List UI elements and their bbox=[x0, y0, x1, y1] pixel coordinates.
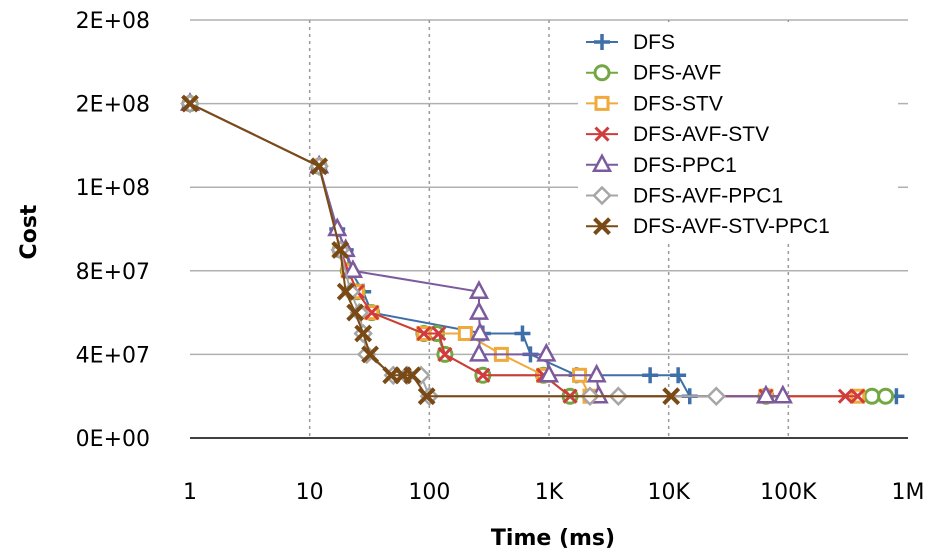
data-point bbox=[431, 325, 447, 342]
data-point bbox=[468, 280, 490, 299]
legend-label: DFS-AVF-STV bbox=[633, 123, 769, 146]
data-point bbox=[457, 326, 473, 341]
y-axis-title: Cost bbox=[17, 204, 42, 259]
data-point bbox=[364, 305, 380, 321]
y-tick-label: 2E+08 bbox=[76, 9, 150, 34]
data-point bbox=[342, 259, 364, 279]
legend-marker bbox=[593, 217, 611, 236]
x-tick-label: 1M bbox=[892, 480, 925, 505]
data-point bbox=[181, 94, 199, 113]
legend-item: DFS-AVF-PPC1 bbox=[586, 185, 783, 208]
legend-item: DFS-AVF bbox=[586, 62, 721, 85]
data-point bbox=[706, 386, 727, 406]
data-point bbox=[850, 388, 866, 404]
data-point bbox=[837, 388, 853, 404]
x-tick-label: 100 bbox=[408, 480, 450, 505]
data-point bbox=[469, 321, 491, 341]
legend-marker bbox=[593, 64, 611, 82]
legend-marker bbox=[592, 185, 612, 206]
axes: 0E+00 4E+07 8E+07 1E+08 2E+08 2E+08 1 10 100 1K 10… bbox=[76, 9, 925, 505]
legend-label: DFS-AVF bbox=[633, 62, 721, 85]
legend-item: DFS-AVF-STV-PPC1 bbox=[586, 215, 830, 238]
data-point bbox=[670, 367, 687, 384]
x-tick-label: 1 bbox=[183, 480, 197, 505]
legend: DFS DFS-AVF DFS-STV DFS-AVF-STV DFS-PPC1 DFS-… bbox=[578, 22, 898, 244]
x-tick-label: 10 bbox=[296, 480, 324, 505]
y-tick-label: 2E+08 bbox=[76, 93, 150, 118]
legend-marker bbox=[594, 34, 610, 50]
legend-item: DFS-PPC1 bbox=[586, 153, 737, 177]
x-tick-label: 10K bbox=[647, 480, 690, 505]
data-point bbox=[331, 240, 350, 259]
data-point bbox=[662, 387, 681, 406]
data-point bbox=[536, 342, 557, 362]
data-point bbox=[417, 387, 436, 406]
x-tick-label: 100K bbox=[760, 480, 817, 505]
legend-label: DFS-STV bbox=[633, 92, 723, 115]
data-point bbox=[514, 325, 531, 342]
data-point bbox=[468, 342, 490, 362]
legend-background bbox=[578, 22, 898, 244]
x-tick-label: 1K bbox=[535, 480, 564, 505]
legend-item: DFS-STV bbox=[586, 92, 723, 115]
legend-marker bbox=[591, 153, 613, 173]
legend-label: DFS-AVF-PPC1 bbox=[633, 185, 783, 208]
data-point bbox=[755, 384, 777, 404]
data-point bbox=[354, 324, 373, 343]
legend-item: DFS bbox=[586, 31, 675, 54]
legend-label: DFS-AVF-STV-PPC1 bbox=[633, 215, 830, 238]
data-point bbox=[863, 387, 881, 405]
legend-marker bbox=[594, 95, 610, 111]
x-axis-title: Time (ms) bbox=[491, 526, 615, 551]
data-point bbox=[772, 384, 793, 404]
series-layer bbox=[179, 91, 905, 406]
data-point bbox=[586, 363, 607, 383]
y-tick-label: 1E+08 bbox=[76, 176, 150, 201]
data-point bbox=[468, 300, 490, 320]
legend-label: DFS-PPC1 bbox=[633, 154, 737, 177]
data-point bbox=[403, 366, 422, 385]
data-point bbox=[361, 345, 380, 364]
legend-marker bbox=[594, 126, 610, 142]
data-point bbox=[642, 367, 659, 384]
y-tick-label: 4E+07 bbox=[76, 343, 150, 368]
data-point bbox=[346, 303, 365, 322]
series-dfs-avf-stv-ppc1 bbox=[181, 94, 681, 406]
data-point bbox=[336, 282, 355, 301]
data-point bbox=[310, 157, 329, 176]
data-point bbox=[416, 325, 432, 342]
y-tick-label: 8E+07 bbox=[76, 260, 150, 285]
data-point bbox=[475, 367, 491, 383]
y-tick-label: 0E+00 bbox=[76, 427, 150, 452]
data-point bbox=[538, 363, 560, 383]
legend-item: DFS-AVF-STV bbox=[586, 123, 769, 146]
data-point bbox=[877, 387, 895, 405]
legend-label: DFS bbox=[633, 31, 675, 54]
data-point bbox=[437, 346, 453, 362]
